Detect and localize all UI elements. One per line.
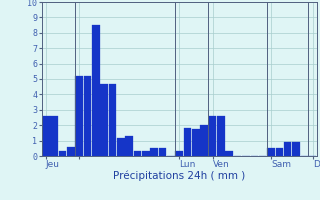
Bar	[226, 151, 233, 156]
Bar	[76, 76, 83, 156]
Bar	[159, 148, 166, 156]
Bar	[175, 151, 183, 156]
Bar	[292, 142, 300, 156]
Bar	[100, 84, 108, 156]
Bar	[217, 116, 225, 156]
Bar	[109, 84, 116, 156]
Bar	[184, 128, 191, 156]
Bar	[67, 147, 75, 156]
Bar	[125, 136, 133, 156]
Bar	[59, 151, 66, 156]
Bar	[209, 116, 216, 156]
Bar	[134, 151, 141, 156]
Bar	[84, 76, 91, 156]
Bar	[117, 138, 124, 156]
Bar	[276, 148, 283, 156]
Bar	[200, 125, 208, 156]
X-axis label: Précipitations 24h ( mm ): Précipitations 24h ( mm )	[113, 171, 245, 181]
Bar	[142, 151, 149, 156]
Bar	[150, 148, 158, 156]
Bar	[42, 116, 50, 156]
Bar	[92, 25, 100, 156]
Bar	[267, 148, 275, 156]
Bar	[192, 129, 200, 156]
Bar	[50, 116, 58, 156]
Bar	[284, 142, 292, 156]
